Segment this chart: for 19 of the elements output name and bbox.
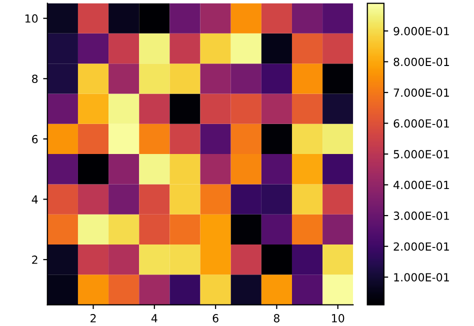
color-bar-label: 4.000E-01 — [394, 180, 449, 190]
color-bar-label: 6.000E-01 — [394, 119, 449, 128]
y-tick-label: 10 — [25, 14, 38, 23]
color-bar-label: 9.000E-01 — [394, 26, 449, 36]
y-tick-label: 6 — [32, 134, 38, 144]
color-bar-label: 5.000E-01 — [394, 150, 449, 158]
color-bar-label: 8.000E-01 — [394, 58, 449, 66]
x-tick-label: 10 — [332, 314, 344, 322]
color-bar-label: 7.000E-01 — [394, 88, 449, 97]
x-tick-label: 2 — [90, 314, 96, 322]
color-bar-label: 3.000E-01 — [394, 212, 449, 220]
x-tick-label: 6 — [212, 314, 218, 322]
x-tick-label: 8 — [274, 314, 280, 322]
y-tick-label: 8 — [32, 74, 38, 84]
color-bar-label: 2.000E-01 — [394, 242, 449, 251]
y-tick-label: 4 — [32, 195, 38, 204]
y-tick-label: 2 — [32, 256, 38, 264]
color-bar-label: 1.000E-01 — [394, 273, 449, 282]
x-tick-label: 4 — [151, 314, 158, 322]
